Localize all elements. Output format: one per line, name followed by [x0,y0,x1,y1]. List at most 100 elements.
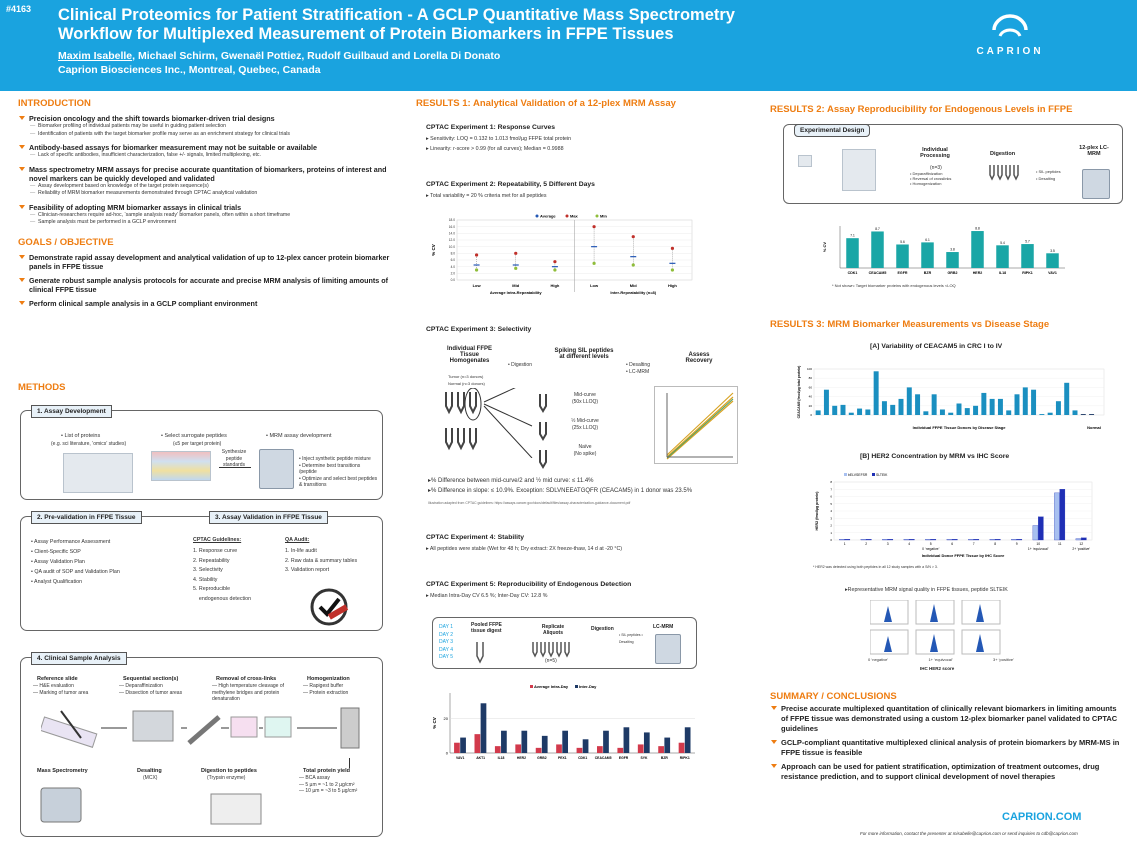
point-max [553,260,557,264]
contact-info: For more information, contact the presen… [860,831,1078,836]
data-label: 5.6 [900,240,905,244]
x-tick-label: VAV1 [456,756,464,760]
caprion-website[interactable]: CAPRION.COM [1002,811,1082,823]
peptide-list-image [151,451,211,481]
legend-label: Average [540,214,556,219]
bar-inter [623,727,630,753]
point-average [591,246,598,248]
bar [1039,414,1045,415]
summary-item: GCLP-compliant quantitative multiplexed … [770,738,1120,758]
digestion-note: (Trypsin enzyme) [207,775,246,781]
bar-belvsefsr [839,539,845,541]
y-tick-label: 20 [444,716,449,721]
mid-curve: Mid-curve (50x LLOQ) [560,392,610,405]
bar [1021,244,1034,268]
x-tick-label: 2 [865,542,867,546]
prevalidation-item: • Client-Specific SOP [31,549,81,555]
x-tick-label: HER2 [973,271,983,275]
bar [1014,394,1020,415]
logo-text: CAPRION [976,46,1044,57]
bar [1006,410,1012,415]
point-average [473,264,480,266]
x-tick-label: High [550,283,559,288]
y-tick-label: 14.0 [449,232,455,236]
intro-point: Mass spectrometry MRM assays for precise… [18,165,393,183]
protein-yield-label: Total protein yield [303,768,350,774]
x-tick-label: Mid [630,283,637,288]
bar-slteik [995,539,1001,541]
poster-header: #4163 Clinical Proteomics for Patient St… [0,0,1137,91]
poster-id: #4163 [6,4,32,14]
cptac-item: 4. Stability [193,576,218,583]
point-min [592,261,596,265]
yield-note: — BCA assay [299,775,330,781]
synthesize-standards: Synthesize peptide standards [221,449,247,468]
bar-intra [474,734,481,753]
y-tick-label: 0.0 [451,278,456,282]
bar [865,409,871,415]
legend-marker [535,214,539,218]
clinical-workflow-top-images [41,707,360,749]
protein-list-image [63,453,133,493]
data-label: 3.8 [950,248,955,252]
y-tick-label: 18.0 [449,218,455,222]
step-list-proteins-note: (e.g. sci literature, ‘omics’ studies) [51,441,127,447]
ihc-label: 0 ‘negative’ [868,657,889,662]
x-tick-label: 8 [994,542,996,546]
point-max [670,246,675,250]
legend-label: Max [570,214,579,219]
point-min [670,268,675,272]
y-tick-label: 2.0 [451,272,456,276]
assay-development-box: 1. Assay Development • List of proteins … [20,405,383,500]
legend-label: bELVSEFSR [848,473,868,477]
x-tick-label: 7 [973,542,975,546]
yield-note: — 5 µm = ~1 to 2 µg/cm² [299,781,355,788]
bar [871,231,884,268]
y-tick-label: 7 [830,487,832,491]
bar-belvsefsr [903,539,910,541]
desalting-note: (MCX) [143,775,158,781]
results2-heading: RESULTS 2: Assay Reproducibility for End… [770,104,1073,115]
bar-slteik [866,539,872,541]
exp3-title: CPTAC Experiment 3: Selectivity [426,326,532,333]
x-tick-label: High [668,283,677,288]
bar [823,389,829,415]
cptac-item: 5. Reproducible [193,586,231,592]
r2-note: * Not shown: Target biomarker proteins w… [832,283,956,288]
point-min [553,268,557,272]
point-average [669,262,676,264]
bar-intra [515,744,522,753]
y-tick-label: 20 [809,404,813,408]
exp5-cv-text: Median Intra-Day CV 6.5 %; Inter-Day CV:… [430,593,548,599]
bar [832,405,838,415]
experimental-design-box: Experimental Design Individual Processin… [783,124,1123,204]
bar [857,408,863,415]
point-max [592,225,596,229]
individual-processing: Individual Processing [920,147,950,159]
naive-note: (No spike) [573,450,597,457]
data-label: 5.4 [1000,241,1005,245]
prevalidation-item: • Analyst Qualification [31,579,83,585]
prevalidation-item: • QA audit of SOP and Validation Plan [31,569,120,575]
normal-label: Normal [1087,425,1101,430]
bar-slteik [930,539,937,541]
exp5-desalt: • SIL peptides • Desalting [619,633,643,644]
bar-inter [521,730,528,753]
clinical-analysis-box: 4. Clinical Sample Analysis Reference sl… [20,652,383,837]
point-average [512,264,519,266]
legend-label: Inter-Day [579,684,597,689]
group-label: Inter-Repeatability (n=8) [610,290,656,295]
bar [1031,389,1037,415]
cptac-item: 1. Response curve [193,548,238,554]
methods-heading: METHODS [18,382,66,393]
y-axis-label: % CV [822,242,827,253]
bar-slteik [844,539,851,541]
pooled-digest: Pooled FFPE tissue digest [471,622,502,634]
ihc-label: 1+ ‘equivocal’ [928,657,953,662]
bar [981,392,987,415]
x-tick-label: BZR [661,756,669,760]
summary-item: Approach can be used for patient stratif… [770,762,1120,782]
exp1-sensitivity-text: Sensitivity: LOQ = 0.132 to 1.013 fmol/µ… [430,136,572,142]
bar-belvsefsr [860,539,867,541]
x-tick-label: 9 [1016,542,1018,546]
